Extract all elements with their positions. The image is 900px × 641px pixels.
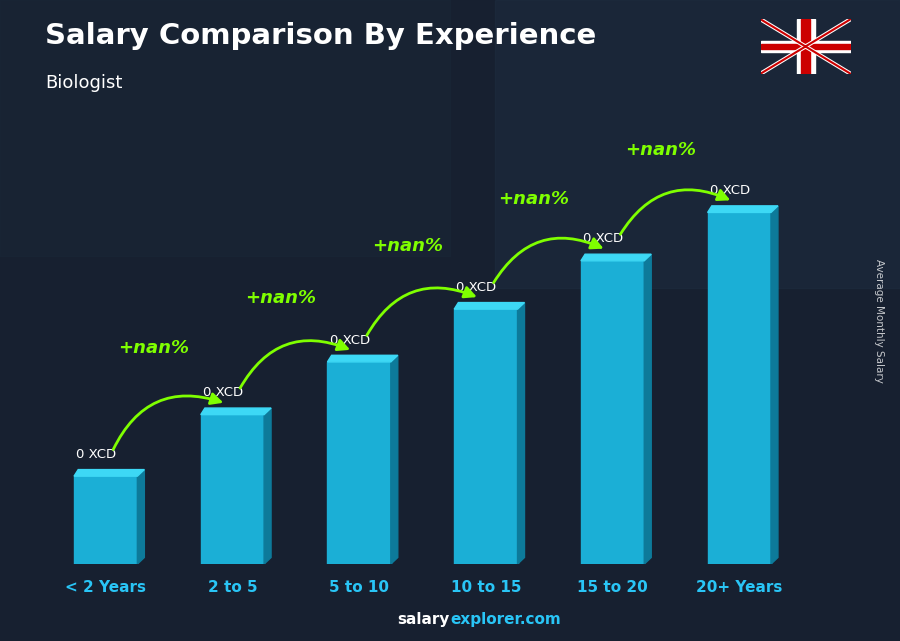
- Polygon shape: [644, 254, 652, 564]
- Text: 0 XCD: 0 XCD: [583, 233, 623, 246]
- Polygon shape: [580, 254, 652, 261]
- Bar: [796, 19, 814, 74]
- Bar: [760, 44, 850, 49]
- Polygon shape: [518, 303, 525, 564]
- Bar: [74, 476, 138, 564]
- Polygon shape: [707, 206, 778, 212]
- Polygon shape: [391, 355, 398, 564]
- Text: 0 XCD: 0 XCD: [710, 184, 750, 197]
- Bar: [328, 362, 391, 564]
- Text: salary: salary: [398, 612, 450, 627]
- Text: +nan%: +nan%: [372, 237, 443, 254]
- Text: explorer.com: explorer.com: [450, 612, 561, 627]
- Polygon shape: [328, 355, 398, 362]
- Text: 0 XCD: 0 XCD: [329, 333, 370, 347]
- Bar: [760, 41, 850, 52]
- Bar: [707, 212, 771, 564]
- Bar: [495, 0, 900, 288]
- Text: Average Monthly Salary: Average Monthly Salary: [874, 258, 885, 383]
- Text: +nan%: +nan%: [499, 190, 570, 208]
- Text: +nan%: +nan%: [626, 141, 697, 159]
- Polygon shape: [771, 206, 778, 564]
- Text: 0 XCD: 0 XCD: [76, 448, 116, 461]
- Bar: [201, 415, 264, 564]
- Bar: [580, 261, 644, 564]
- Bar: [454, 309, 518, 564]
- Text: +nan%: +nan%: [245, 289, 316, 308]
- Text: 0 XCD: 0 XCD: [202, 387, 243, 399]
- Polygon shape: [201, 408, 271, 415]
- Polygon shape: [138, 470, 144, 564]
- Polygon shape: [74, 470, 144, 476]
- Text: +nan%: +nan%: [118, 340, 189, 358]
- Text: 0 XCD: 0 XCD: [456, 281, 497, 294]
- Polygon shape: [264, 408, 271, 564]
- Text: Salary Comparison By Experience: Salary Comparison By Experience: [45, 22, 596, 51]
- Text: Biologist: Biologist: [45, 74, 122, 92]
- Bar: [801, 19, 810, 74]
- Bar: [0, 0, 450, 256]
- Polygon shape: [454, 303, 525, 309]
